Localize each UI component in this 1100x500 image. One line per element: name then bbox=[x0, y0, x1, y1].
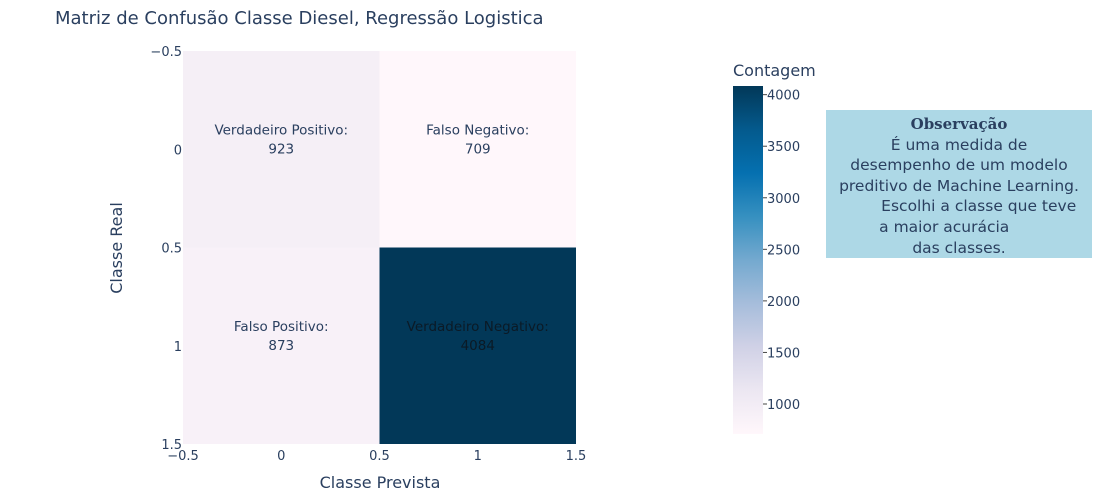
y-tick-label: 0 bbox=[174, 143, 182, 158]
y-tick-label: 0.5 bbox=[161, 242, 182, 257]
x-axis-ticks: −0.5 0 0.5 1 1.5 bbox=[167, 449, 586, 464]
heatmap-cell bbox=[183, 247, 380, 444]
colorbar-tick-label: 1000 bbox=[767, 398, 800, 413]
note-line: preditivo de Machine Learning. bbox=[839, 176, 1079, 195]
y-axis-ticks: −0.5 0 0.5 1 1.5 bbox=[150, 45, 182, 453]
colorbar-tick-label: 2000 bbox=[767, 295, 800, 310]
x-tick-label: −0.5 bbox=[167, 449, 199, 464]
note-title: Observação bbox=[910, 115, 1008, 133]
y-tick-label: 1.5 bbox=[161, 438, 182, 453]
heatmap-cells bbox=[183, 51, 576, 444]
note-line: Escolhi a classe que teve bbox=[841, 197, 1077, 216]
colorbar bbox=[733, 86, 763, 434]
colorbar-tick-label: 3000 bbox=[767, 192, 800, 207]
cell-label: Verdadeiro Positivo: 923 bbox=[214, 122, 348, 157]
heatmap-cell bbox=[379, 51, 576, 248]
heatmap-cell bbox=[183, 51, 380, 248]
x-tick-label: 1.5 bbox=[566, 449, 587, 464]
heatmap-cell-labels: Verdadeiro Positivo: 923 Falso Negativo: 70… bbox=[214, 122, 548, 354]
note-line: É uma medida de bbox=[890, 135, 1028, 154]
colorbar-tick-label: 4000 bbox=[767, 89, 800, 104]
note-line: desempenho de um modelo bbox=[850, 156, 1068, 175]
note-text: É uma medida de desempenho de um modelo pr… bbox=[826, 135, 1092, 259]
x-tick-label: 0.5 bbox=[369, 449, 390, 464]
y-tick-label: −0.5 bbox=[150, 45, 182, 60]
cell-label: Falso Negativo: 709 bbox=[426, 122, 529, 157]
chart-title: Matriz de Confusão Classe Diesel, Regres… bbox=[55, 8, 544, 29]
y-axis-title: Classe Real bbox=[107, 202, 126, 294]
y-tick-label: 1 bbox=[174, 340, 182, 355]
cell-label: Verdadeiro Negativo: 4084 bbox=[407, 319, 549, 354]
cell-label: Falso Positivo: 873 bbox=[234, 319, 329, 354]
x-tick-label: 1 bbox=[474, 449, 482, 464]
colorbar-tick-label: 1500 bbox=[767, 346, 800, 361]
note-line: a maior acurácia bbox=[879, 217, 1039, 236]
heatmap-cell bbox=[379, 247, 576, 444]
colorbar-tick-label: 2500 bbox=[767, 243, 800, 258]
colorbar-ticks: 1000 1500 2000 2500 3000 3500 4000 bbox=[763, 89, 800, 413]
colorbar-title: Contagem bbox=[733, 61, 816, 80]
x-tick-label: 0 bbox=[277, 449, 285, 464]
colorbar-tick-label: 3500 bbox=[767, 140, 800, 155]
note-line: das classes. bbox=[912, 238, 1006, 257]
x-axis-title: Classe Prevista bbox=[320, 473, 441, 492]
observation-note: Observação É uma medida de desempenho de … bbox=[826, 110, 1092, 258]
